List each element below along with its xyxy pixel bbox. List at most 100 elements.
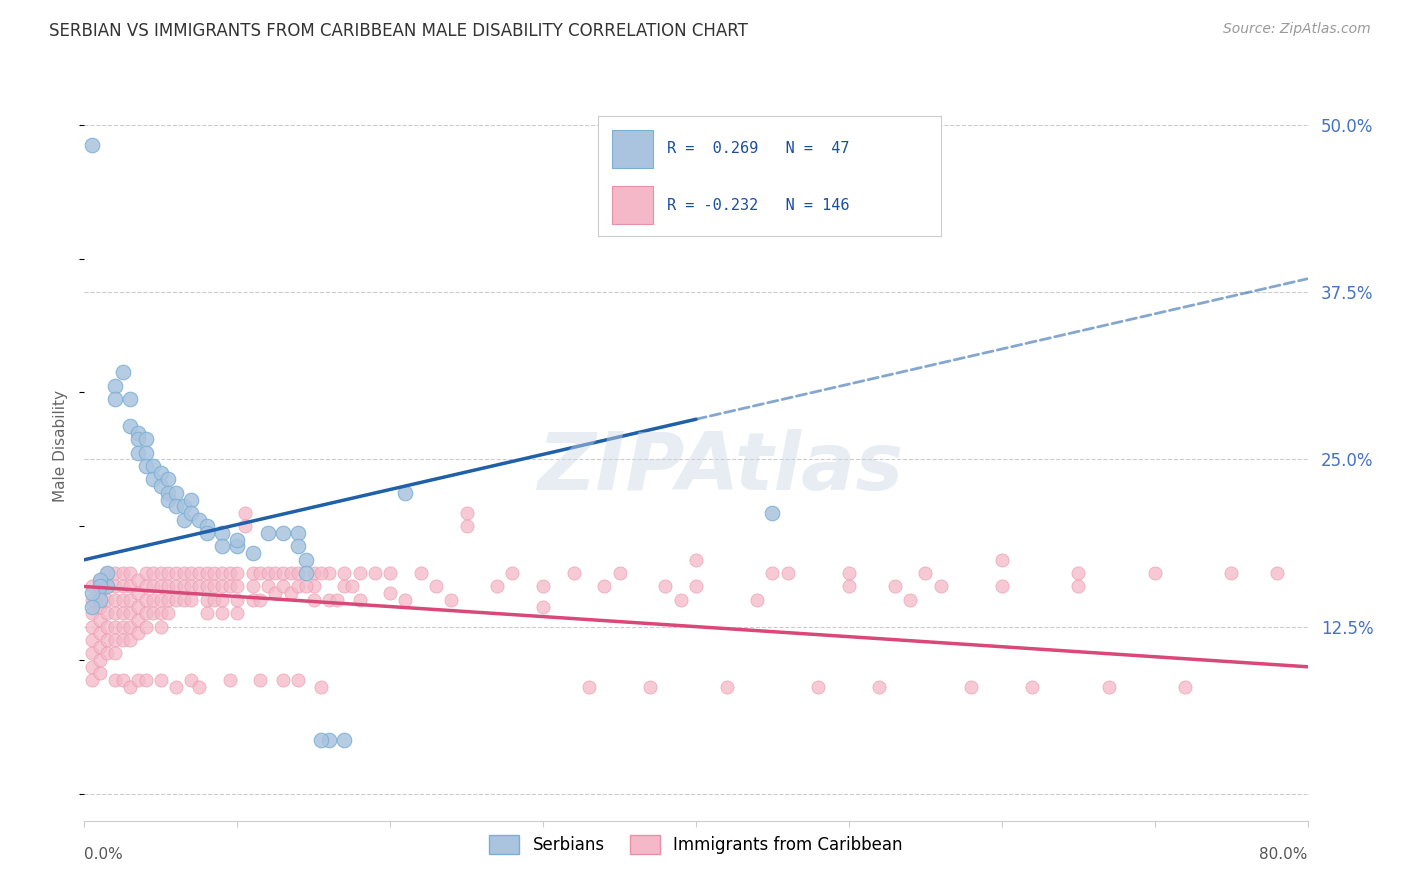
Point	[295, 566, 318, 581]
Point	[609, 566, 631, 581]
Point	[80, 646, 103, 660]
Point	[898, 593, 921, 607]
Point	[364, 566, 387, 581]
Point	[188, 580, 211, 594]
Point	[120, 566, 142, 581]
Point	[242, 566, 264, 581]
Point	[333, 733, 356, 747]
Point	[195, 607, 218, 621]
Point	[960, 680, 983, 694]
Point	[257, 580, 280, 594]
Point	[120, 607, 142, 621]
Point	[502, 566, 524, 581]
Point	[180, 492, 202, 507]
Point	[394, 593, 416, 607]
Point	[747, 593, 769, 607]
Point	[127, 433, 149, 447]
Point	[80, 138, 103, 153]
Point	[180, 506, 202, 520]
Point	[157, 607, 180, 621]
Point	[104, 607, 127, 621]
Point	[318, 566, 340, 581]
Point	[96, 566, 118, 581]
Point	[562, 566, 585, 581]
Point	[104, 580, 127, 594]
Point	[111, 580, 134, 594]
Point	[233, 519, 256, 533]
Point	[142, 473, 165, 487]
Point	[318, 733, 340, 747]
Point	[340, 580, 363, 594]
Point	[104, 646, 127, 660]
Point	[380, 566, 402, 581]
Point	[89, 573, 111, 587]
Point	[593, 580, 616, 594]
Point	[226, 593, 249, 607]
Point	[120, 593, 142, 607]
Point	[280, 566, 302, 581]
Legend: Serbians, Immigrants from Caribbean: Serbians, Immigrants from Caribbean	[482, 829, 910, 861]
Point	[157, 593, 180, 607]
Point	[80, 580, 103, 594]
Point	[135, 459, 157, 474]
Point	[120, 633, 142, 648]
Point	[104, 392, 127, 407]
Point	[111, 633, 134, 648]
Point	[287, 580, 309, 594]
Point	[271, 566, 294, 581]
Point	[188, 512, 211, 526]
Point	[287, 673, 309, 688]
Point	[1067, 580, 1090, 594]
Point	[440, 593, 463, 607]
Point	[218, 673, 240, 688]
Point	[127, 446, 149, 460]
Point	[89, 640, 111, 654]
Point	[165, 680, 187, 694]
Point	[173, 512, 195, 526]
Point	[80, 586, 103, 600]
Point	[120, 620, 142, 634]
Point	[271, 580, 294, 594]
Point	[104, 633, 127, 648]
Point	[135, 620, 157, 634]
Point	[807, 680, 830, 694]
Point	[761, 566, 783, 581]
Point	[456, 506, 478, 520]
Point	[211, 566, 233, 581]
Point	[929, 580, 952, 594]
Point	[233, 506, 256, 520]
Point	[578, 680, 600, 694]
Point	[195, 519, 218, 533]
Point	[211, 526, 233, 541]
Point	[89, 599, 111, 614]
Point	[165, 566, 187, 581]
Point	[111, 593, 134, 607]
Point	[202, 580, 225, 594]
Point	[127, 673, 149, 688]
Point	[127, 613, 149, 627]
Point	[135, 580, 157, 594]
Point	[280, 586, 302, 600]
Point	[257, 566, 280, 581]
Point	[104, 620, 127, 634]
Point	[89, 580, 111, 594]
Point	[195, 526, 218, 541]
Point	[149, 580, 172, 594]
Point	[311, 680, 333, 694]
Point	[425, 580, 447, 594]
Point	[302, 580, 325, 594]
Point	[226, 566, 249, 581]
Point	[149, 620, 172, 634]
Point	[173, 566, 195, 581]
Point	[120, 680, 142, 694]
Text: 80.0%: 80.0%	[1260, 847, 1308, 862]
Point	[218, 580, 240, 594]
Point	[135, 593, 157, 607]
Point	[80, 660, 103, 674]
Point	[226, 607, 249, 621]
Point	[142, 593, 165, 607]
Point	[173, 593, 195, 607]
Point	[127, 599, 149, 614]
Point	[157, 566, 180, 581]
Point	[195, 580, 218, 594]
